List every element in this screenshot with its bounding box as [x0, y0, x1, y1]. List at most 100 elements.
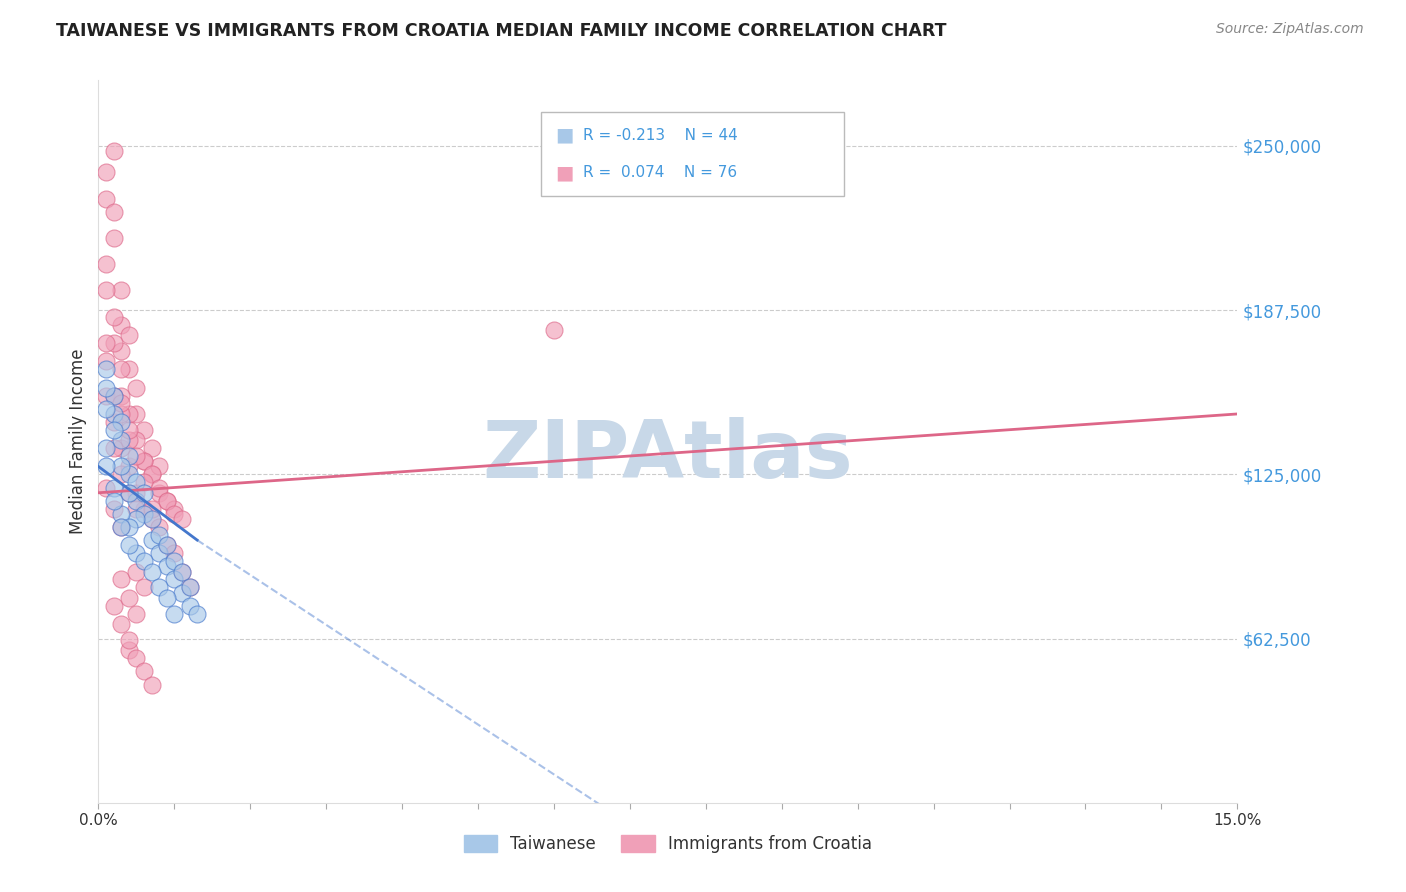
Point [170, 565, 193, 579]
Point [125, 381, 148, 395]
Point [148, 485, 170, 500]
Point [94, 388, 117, 402]
Point [125, 501, 148, 516]
Point [132, 454, 155, 468]
Point [163, 546, 186, 560]
Point [141, 512, 163, 526]
Point [132, 665, 155, 679]
Text: ■: ■ [555, 126, 574, 145]
Point [141, 467, 163, 482]
Point [170, 512, 193, 526]
Point [118, 632, 141, 647]
Point [148, 546, 170, 560]
Point [110, 520, 132, 534]
Point [125, 546, 148, 560]
Point [156, 559, 179, 574]
Point [163, 507, 186, 521]
Point [179, 580, 201, 594]
Point [163, 573, 186, 587]
Point [103, 501, 125, 516]
Point [125, 407, 148, 421]
Point [179, 580, 201, 594]
Point [110, 343, 132, 358]
Point [125, 493, 148, 508]
Point [118, 520, 141, 534]
Point [103, 336, 125, 351]
Point [110, 507, 132, 521]
Point [141, 565, 163, 579]
Point [110, 434, 132, 448]
Point [94, 459, 117, 474]
Point [110, 573, 132, 587]
Point [118, 449, 141, 463]
Point [186, 607, 208, 621]
Point [110, 362, 132, 376]
Text: R = -0.213    N = 44: R = -0.213 N = 44 [583, 128, 738, 143]
Point [179, 599, 201, 613]
Point [110, 459, 132, 474]
Point [94, 354, 117, 368]
Point [156, 493, 179, 508]
Point [141, 533, 163, 547]
Point [103, 599, 125, 613]
Text: R =  0.074    N = 76: R = 0.074 N = 76 [583, 165, 738, 180]
Point [118, 538, 141, 552]
Text: TAIWANESE VS IMMIGRANTS FROM CROATIA MEDIAN FAMILY INCOME CORRELATION CHART: TAIWANESE VS IMMIGRANTS FROM CROATIA MED… [56, 22, 946, 40]
Text: Source: ZipAtlas.com: Source: ZipAtlas.com [1216, 22, 1364, 37]
Point [110, 318, 132, 332]
Point [110, 617, 132, 632]
Legend: Taiwanese, Immigrants from Croatia: Taiwanese, Immigrants from Croatia [457, 828, 879, 860]
Point [103, 415, 125, 429]
Point [94, 362, 117, 376]
Point [110, 388, 132, 402]
Point [148, 520, 170, 534]
Point [110, 441, 132, 455]
Point [132, 485, 155, 500]
Point [110, 407, 132, 421]
Point [94, 401, 117, 416]
Point [118, 407, 141, 421]
Point [110, 415, 132, 429]
Point [163, 554, 186, 568]
Text: ■: ■ [555, 163, 574, 182]
Point [110, 396, 132, 410]
Point [125, 607, 148, 621]
Point [118, 328, 141, 343]
Point [148, 528, 170, 542]
Point [103, 388, 125, 402]
Point [118, 362, 141, 376]
Point [125, 651, 148, 665]
Point [141, 441, 163, 455]
Point [94, 284, 117, 298]
Point [163, 501, 186, 516]
Point [163, 607, 186, 621]
Point [132, 501, 155, 516]
Point [110, 467, 132, 482]
Point [170, 565, 193, 579]
Point [103, 481, 125, 495]
Point [132, 580, 155, 594]
Point [125, 512, 148, 526]
Point [141, 467, 163, 482]
Point [156, 591, 179, 605]
Point [125, 449, 148, 463]
Point [94, 336, 117, 351]
Point [141, 512, 163, 526]
Point [132, 507, 155, 521]
Point [118, 459, 141, 474]
Point [118, 467, 141, 482]
Point [132, 454, 155, 468]
Point [148, 459, 170, 474]
Point [170, 585, 193, 599]
Text: ZIPAtlas: ZIPAtlas [482, 417, 853, 495]
Y-axis label: Median Family Income: Median Family Income [69, 349, 87, 534]
Point [103, 388, 125, 402]
Point [156, 538, 179, 552]
Point [94, 381, 117, 395]
Point [118, 643, 141, 657]
Point [125, 565, 148, 579]
Point [125, 434, 148, 448]
Point [543, 323, 565, 337]
Point [148, 580, 170, 594]
Point [132, 475, 155, 490]
